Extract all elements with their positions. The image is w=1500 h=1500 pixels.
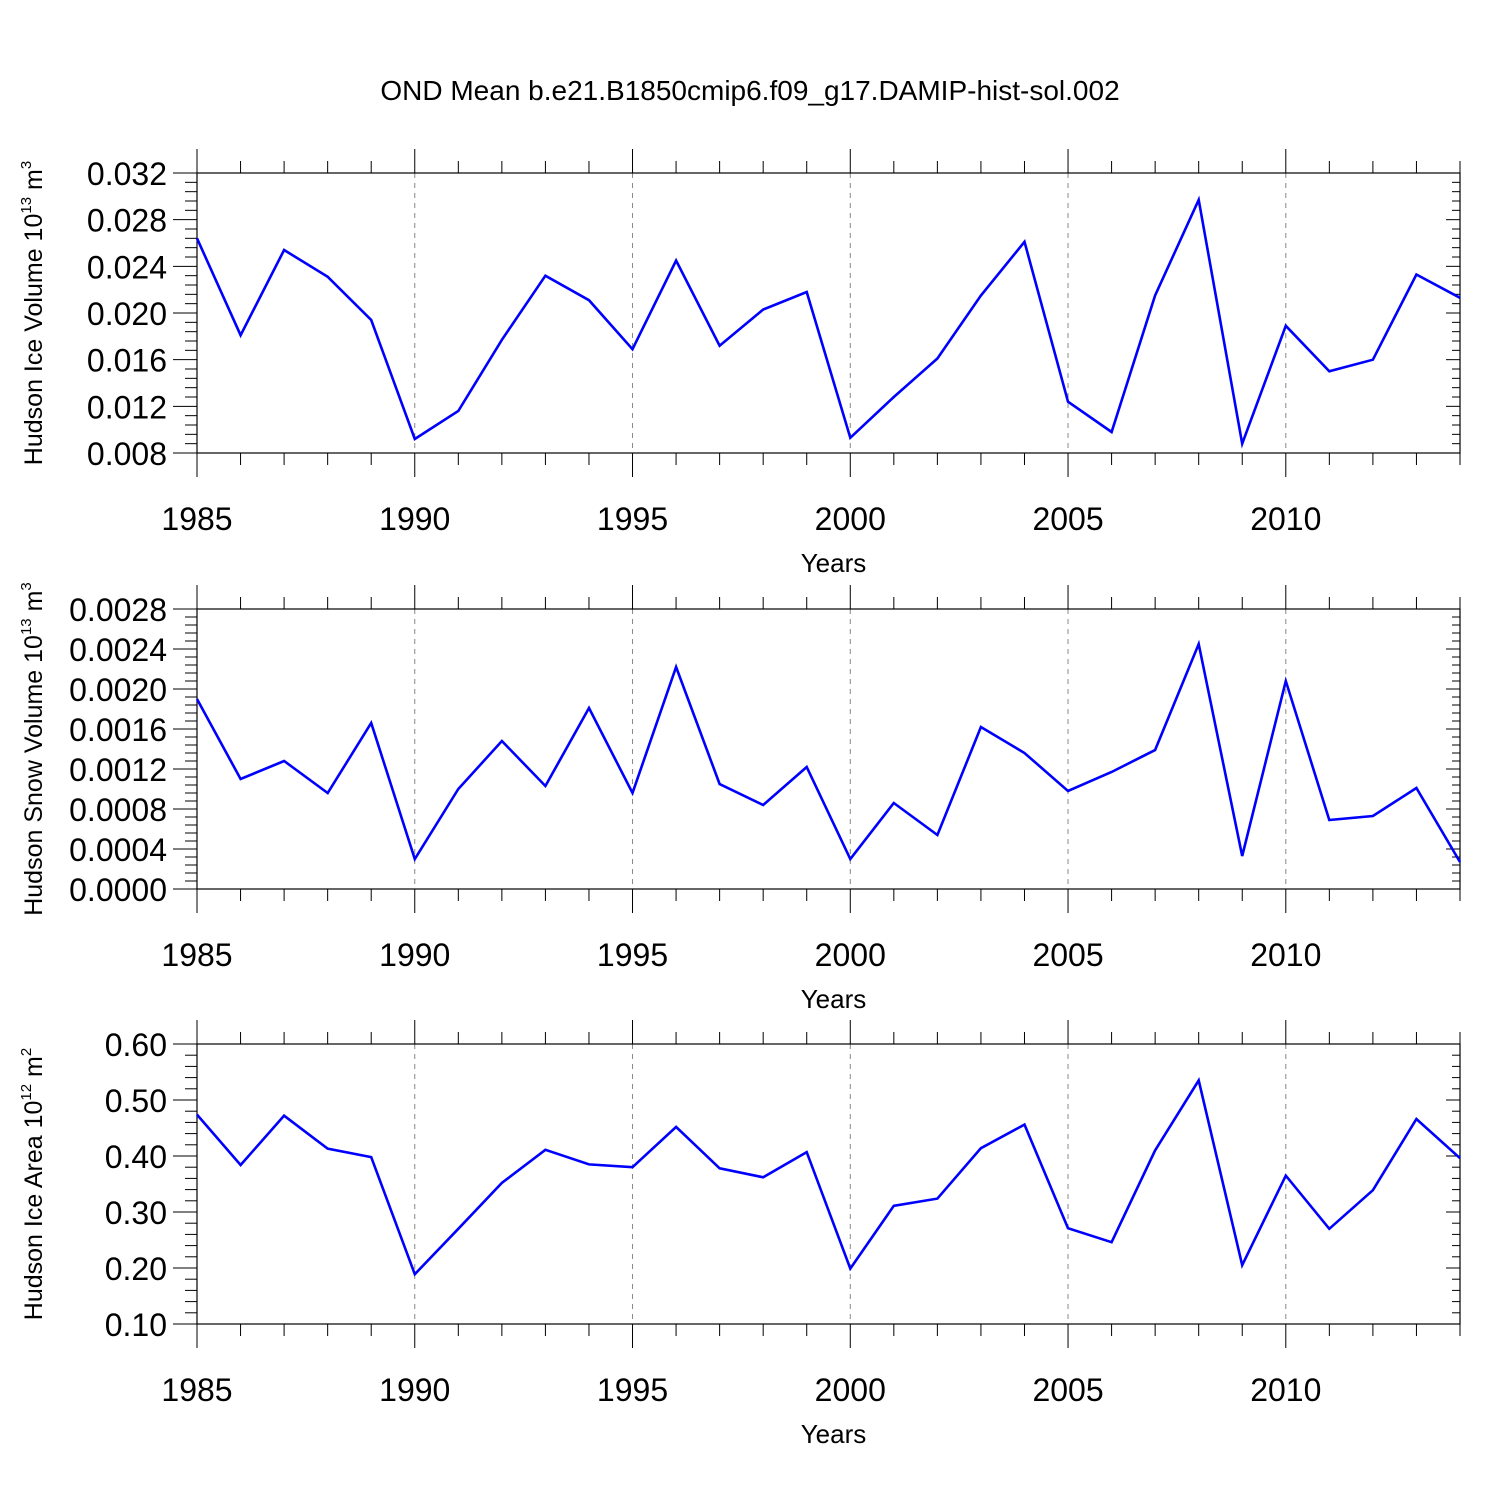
series-line bbox=[196, 1077, 1461, 1277]
figure-title: OND Mean b.e21.B1850cmip6.f09_g17.DAMIP-… bbox=[380, 75, 1119, 106]
y-axis-label-main: Hudson Ice Area 10 bbox=[20, 1101, 48, 1321]
y-tick-label: 0.50 bbox=[105, 1083, 167, 1119]
x-axis-label: Years bbox=[801, 984, 867, 1014]
x-tick-label: 1995 bbox=[597, 937, 668, 973]
y-tick-label: 0.10 bbox=[105, 1307, 167, 1343]
plot-panel-1: 1985 1990 1995 2000 2005 2010 Years 0.008 0.012 0… bbox=[18, 149, 1461, 578]
plot-panel-2: 1985 1990 1995 2000 2005 2010 Years 0.0000 0.000… bbox=[18, 582, 1462, 1014]
plot-frame bbox=[196, 608, 1461, 890]
y-axis-label-unit: m bbox=[20, 1056, 48, 1084]
y-axis-label-unit-exponent: 3 bbox=[18, 582, 35, 590]
y-axis-label: Hudson Snow Volume 1013 m3 bbox=[18, 582, 48, 916]
y-tick-label: 0.0016 bbox=[69, 712, 167, 748]
y-tick-label: 0.0008 bbox=[69, 792, 167, 828]
x-tick-label: 1990 bbox=[379, 501, 450, 537]
y-tick-label: 0.0020 bbox=[69, 672, 167, 708]
series-line bbox=[195, 195, 1461, 449]
x-tick-label: 2005 bbox=[1032, 1372, 1103, 1408]
y-tick-label: 0.20 bbox=[105, 1251, 167, 1287]
x-tick-label: 1985 bbox=[161, 937, 232, 973]
y-tick-label: 0.60 bbox=[105, 1027, 167, 1063]
plot-panel-3: 1985 1990 1995 2000 2005 2010 Years 0.10 0.20 0.3… bbox=[18, 1020, 1461, 1449]
x-tick-label: 2010 bbox=[1250, 501, 1321, 537]
x-axis-label: Years bbox=[801, 1419, 867, 1449]
y-axis-label-exponent: 13 bbox=[18, 197, 35, 214]
x-tick-label: 2000 bbox=[815, 501, 886, 537]
y-tick-label: 0.020 bbox=[87, 296, 167, 332]
x-tick-label: 1985 bbox=[161, 1372, 232, 1408]
y-tick-label: 0.0000 bbox=[69, 872, 167, 908]
series-line bbox=[195, 639, 1462, 863]
y-tick-label: 0.40 bbox=[105, 1139, 167, 1175]
y-axis-label-unit: m bbox=[20, 591, 48, 619]
y-axis-label-main: Hudson Ice Volume 10 bbox=[20, 214, 48, 466]
x-tick-label: 1995 bbox=[597, 1372, 668, 1408]
y-axis-label-exponent: 13 bbox=[18, 618, 35, 635]
y-tick-label: 0.008 bbox=[87, 436, 167, 472]
y-tick-label: 0.30 bbox=[105, 1195, 167, 1231]
x-tick-label: 1990 bbox=[379, 1372, 450, 1408]
y-tick-label: 0.0028 bbox=[69, 592, 167, 628]
x-tick-label: 1990 bbox=[379, 937, 450, 973]
x-tick-label: 2000 bbox=[815, 937, 886, 973]
x-tick-label: 2010 bbox=[1250, 937, 1321, 973]
x-tick-label: 2010 bbox=[1250, 1372, 1321, 1408]
x-tick-label: 1995 bbox=[597, 501, 668, 537]
y-axis-label-exponent: 12 bbox=[18, 1084, 35, 1101]
y-tick-label: 0.024 bbox=[87, 249, 167, 285]
y-tick-label: 0.032 bbox=[87, 156, 167, 192]
x-axis-label: Years bbox=[801, 548, 867, 578]
y-tick-label: 0.012 bbox=[87, 389, 167, 425]
y-axis-label-unit-exponent: 2 bbox=[18, 1048, 35, 1056]
y-tick-label: 0.016 bbox=[87, 343, 167, 379]
y-tick-label: 0.028 bbox=[87, 203, 167, 239]
y-tick-label: 0.0024 bbox=[69, 632, 167, 668]
y-axis-label-main: Hudson Snow Volume 10 bbox=[20, 635, 48, 916]
x-tick-label: 2005 bbox=[1032, 937, 1103, 973]
y-axis-label-unit: m bbox=[20, 169, 48, 197]
plot-frame bbox=[196, 1043, 1461, 1325]
y-tick-label: 0.0012 bbox=[69, 752, 167, 788]
x-tick-label: 2005 bbox=[1032, 501, 1103, 537]
x-tick-label: 1985 bbox=[161, 501, 232, 537]
y-axis-label: Hudson Ice Volume 1013 m3 bbox=[18, 161, 48, 465]
y-tick-label: 0.0004 bbox=[69, 832, 167, 868]
x-tick-label: 2000 bbox=[815, 1372, 886, 1408]
y-axis-label: Hudson Ice Area 1012 m2 bbox=[18, 1048, 48, 1320]
y-axis-label-unit-exponent: 3 bbox=[18, 161, 35, 169]
